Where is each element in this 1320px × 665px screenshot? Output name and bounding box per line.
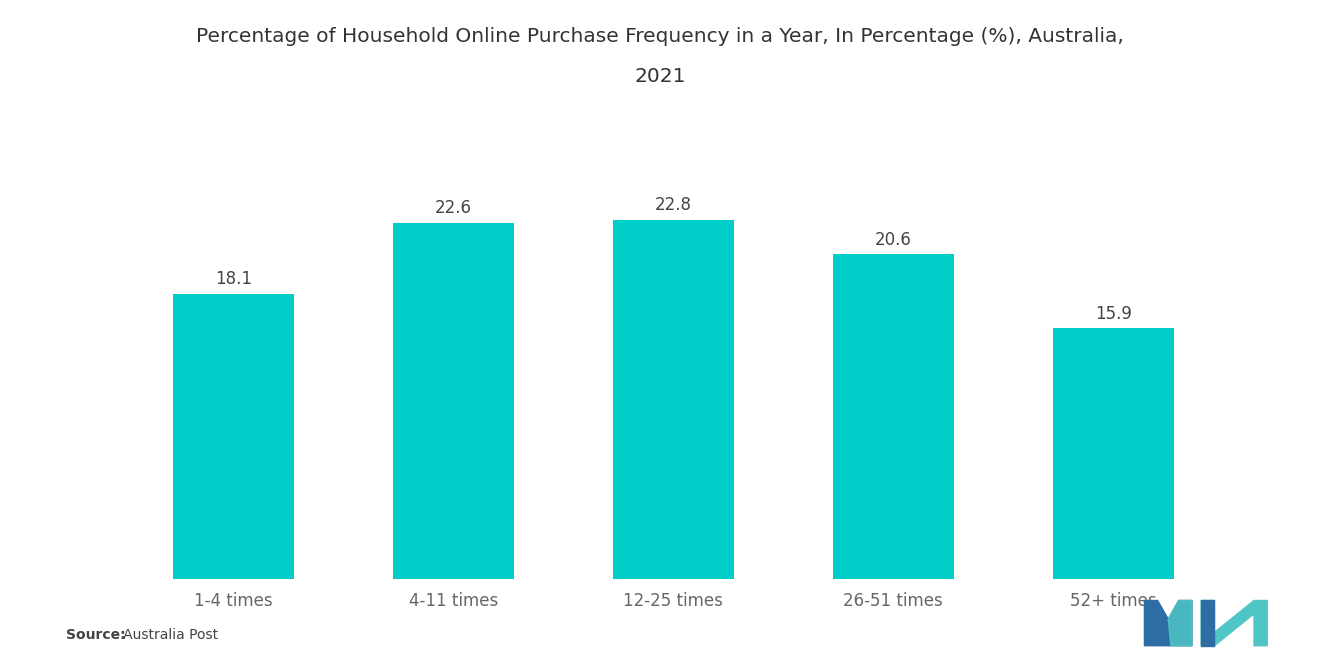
Text: 22.8: 22.8	[655, 196, 692, 214]
Bar	[1053, 329, 1173, 579]
Text: 20.6: 20.6	[875, 231, 912, 249]
Polygon shape	[1144, 600, 1192, 646]
Bar	[173, 294, 293, 579]
Bar	[393, 223, 513, 579]
Text: Percentage of Household Online Purchase Frequency in a Year, In Percentage (%), : Percentage of Household Online Purchase …	[197, 27, 1123, 46]
Text: 22.6: 22.6	[434, 200, 471, 217]
Text: 15.9: 15.9	[1094, 305, 1131, 323]
Text: 2021: 2021	[634, 66, 686, 86]
Text: Australia Post: Australia Post	[110, 628, 218, 642]
Bar	[612, 219, 734, 579]
Text: Source:: Source:	[66, 628, 125, 642]
Polygon shape	[1201, 600, 1267, 646]
Bar	[833, 254, 953, 579]
Polygon shape	[1168, 600, 1192, 646]
Polygon shape	[1201, 600, 1214, 646]
Text: 18.1: 18.1	[215, 270, 252, 288]
